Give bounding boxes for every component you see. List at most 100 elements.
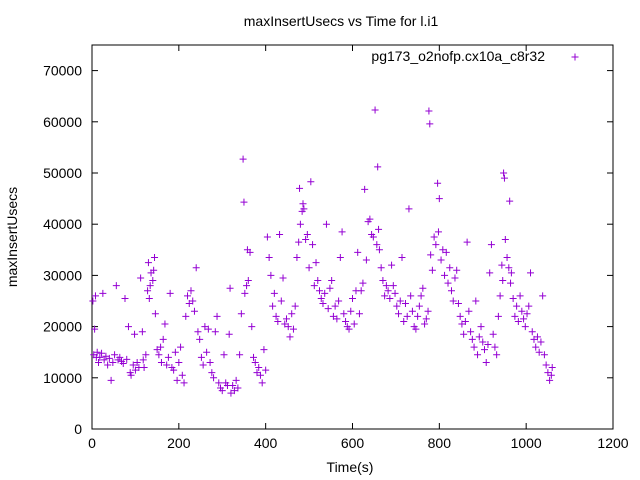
data-point bbox=[305, 264, 313, 272]
data-point bbox=[255, 364, 263, 372]
data-point bbox=[159, 335, 167, 343]
data-point bbox=[175, 358, 183, 366]
x-tick-label: 1200 bbox=[597, 435, 628, 451]
data-point bbox=[178, 371, 186, 379]
data-point bbox=[187, 287, 195, 295]
data-point bbox=[157, 358, 165, 366]
legend-marker bbox=[571, 53, 579, 61]
data-point bbox=[151, 310, 159, 318]
data-point bbox=[213, 312, 221, 320]
data-point bbox=[133, 358, 141, 366]
data-point bbox=[107, 376, 115, 384]
data-point bbox=[479, 338, 487, 346]
data-point bbox=[375, 225, 383, 233]
data-point bbox=[166, 289, 174, 297]
data-point bbox=[532, 343, 540, 351]
data-point bbox=[500, 174, 508, 182]
data-point bbox=[493, 351, 501, 359]
data-point bbox=[491, 343, 499, 351]
y-tick-label: 60000 bbox=[43, 114, 82, 130]
data-point bbox=[127, 371, 135, 379]
data-point bbox=[472, 297, 480, 305]
data-point bbox=[451, 274, 459, 282]
data-point bbox=[396, 297, 404, 305]
data-point bbox=[104, 361, 112, 369]
data-point bbox=[157, 343, 165, 351]
data-point bbox=[498, 261, 506, 269]
data-point bbox=[237, 310, 245, 318]
data-point bbox=[270, 289, 278, 297]
data-point bbox=[338, 228, 346, 236]
data-point bbox=[170, 366, 178, 374]
data-point bbox=[180, 379, 188, 387]
data-point bbox=[521, 323, 529, 331]
x-tick-label: 200 bbox=[167, 435, 191, 451]
data-point bbox=[507, 269, 515, 277]
data-point bbox=[260, 346, 268, 354]
data-point bbox=[150, 266, 158, 274]
data-point bbox=[196, 335, 204, 343]
data-point bbox=[333, 315, 341, 323]
data-point bbox=[263, 233, 271, 241]
data-point bbox=[539, 292, 547, 300]
data-point bbox=[422, 315, 430, 323]
data-point bbox=[361, 185, 369, 193]
data-point bbox=[371, 106, 379, 114]
data-point bbox=[232, 376, 240, 384]
data-point bbox=[408, 307, 416, 315]
data-point bbox=[229, 381, 237, 389]
data-point bbox=[377, 264, 385, 272]
data-point bbox=[173, 376, 181, 384]
data-point bbox=[93, 348, 101, 356]
data-point bbox=[243, 282, 251, 290]
data-point bbox=[177, 343, 185, 351]
data-point bbox=[484, 341, 492, 349]
data-point bbox=[91, 325, 99, 333]
data-points bbox=[89, 106, 556, 397]
data-point bbox=[474, 351, 482, 359]
data-point bbox=[123, 355, 131, 363]
data-point bbox=[475, 333, 483, 341]
data-point bbox=[226, 284, 234, 292]
data-point bbox=[511, 312, 519, 320]
data-point bbox=[145, 294, 153, 302]
data-point bbox=[206, 358, 214, 366]
data-point bbox=[296, 220, 304, 228]
data-point bbox=[203, 348, 211, 356]
data-point bbox=[513, 302, 521, 310]
data-point bbox=[425, 107, 433, 115]
data-point bbox=[384, 287, 392, 295]
data-point bbox=[428, 266, 436, 274]
data-point bbox=[437, 256, 445, 264]
y-tick-label: 30000 bbox=[43, 267, 82, 283]
data-point bbox=[369, 233, 377, 241]
data-point bbox=[303, 230, 311, 238]
data-point bbox=[494, 312, 502, 320]
data-point bbox=[424, 307, 432, 315]
data-point bbox=[417, 292, 425, 300]
data-point bbox=[357, 287, 365, 295]
data-point bbox=[419, 284, 427, 292]
data-point bbox=[274, 317, 282, 325]
data-point bbox=[241, 289, 249, 297]
data-point bbox=[547, 371, 555, 379]
data-point bbox=[389, 282, 397, 290]
data-point bbox=[109, 358, 117, 366]
x-tick-label: 600 bbox=[341, 435, 365, 451]
data-point bbox=[382, 282, 390, 290]
data-point bbox=[171, 348, 179, 356]
data-point bbox=[288, 310, 296, 318]
data-point bbox=[95, 358, 103, 366]
data-point bbox=[509, 294, 517, 302]
data-point bbox=[204, 325, 212, 333]
data-point bbox=[131, 330, 139, 338]
data-point bbox=[215, 379, 223, 387]
data-point bbox=[116, 353, 124, 361]
legend-label: pg173_o2nofp.cx10a_c8r32 bbox=[371, 48, 545, 64]
y-axis-title: maxInsertUsecs bbox=[4, 187, 20, 287]
data-point bbox=[310, 282, 318, 290]
data-point bbox=[505, 264, 513, 272]
data-point bbox=[272, 312, 280, 320]
data-point bbox=[189, 297, 197, 305]
